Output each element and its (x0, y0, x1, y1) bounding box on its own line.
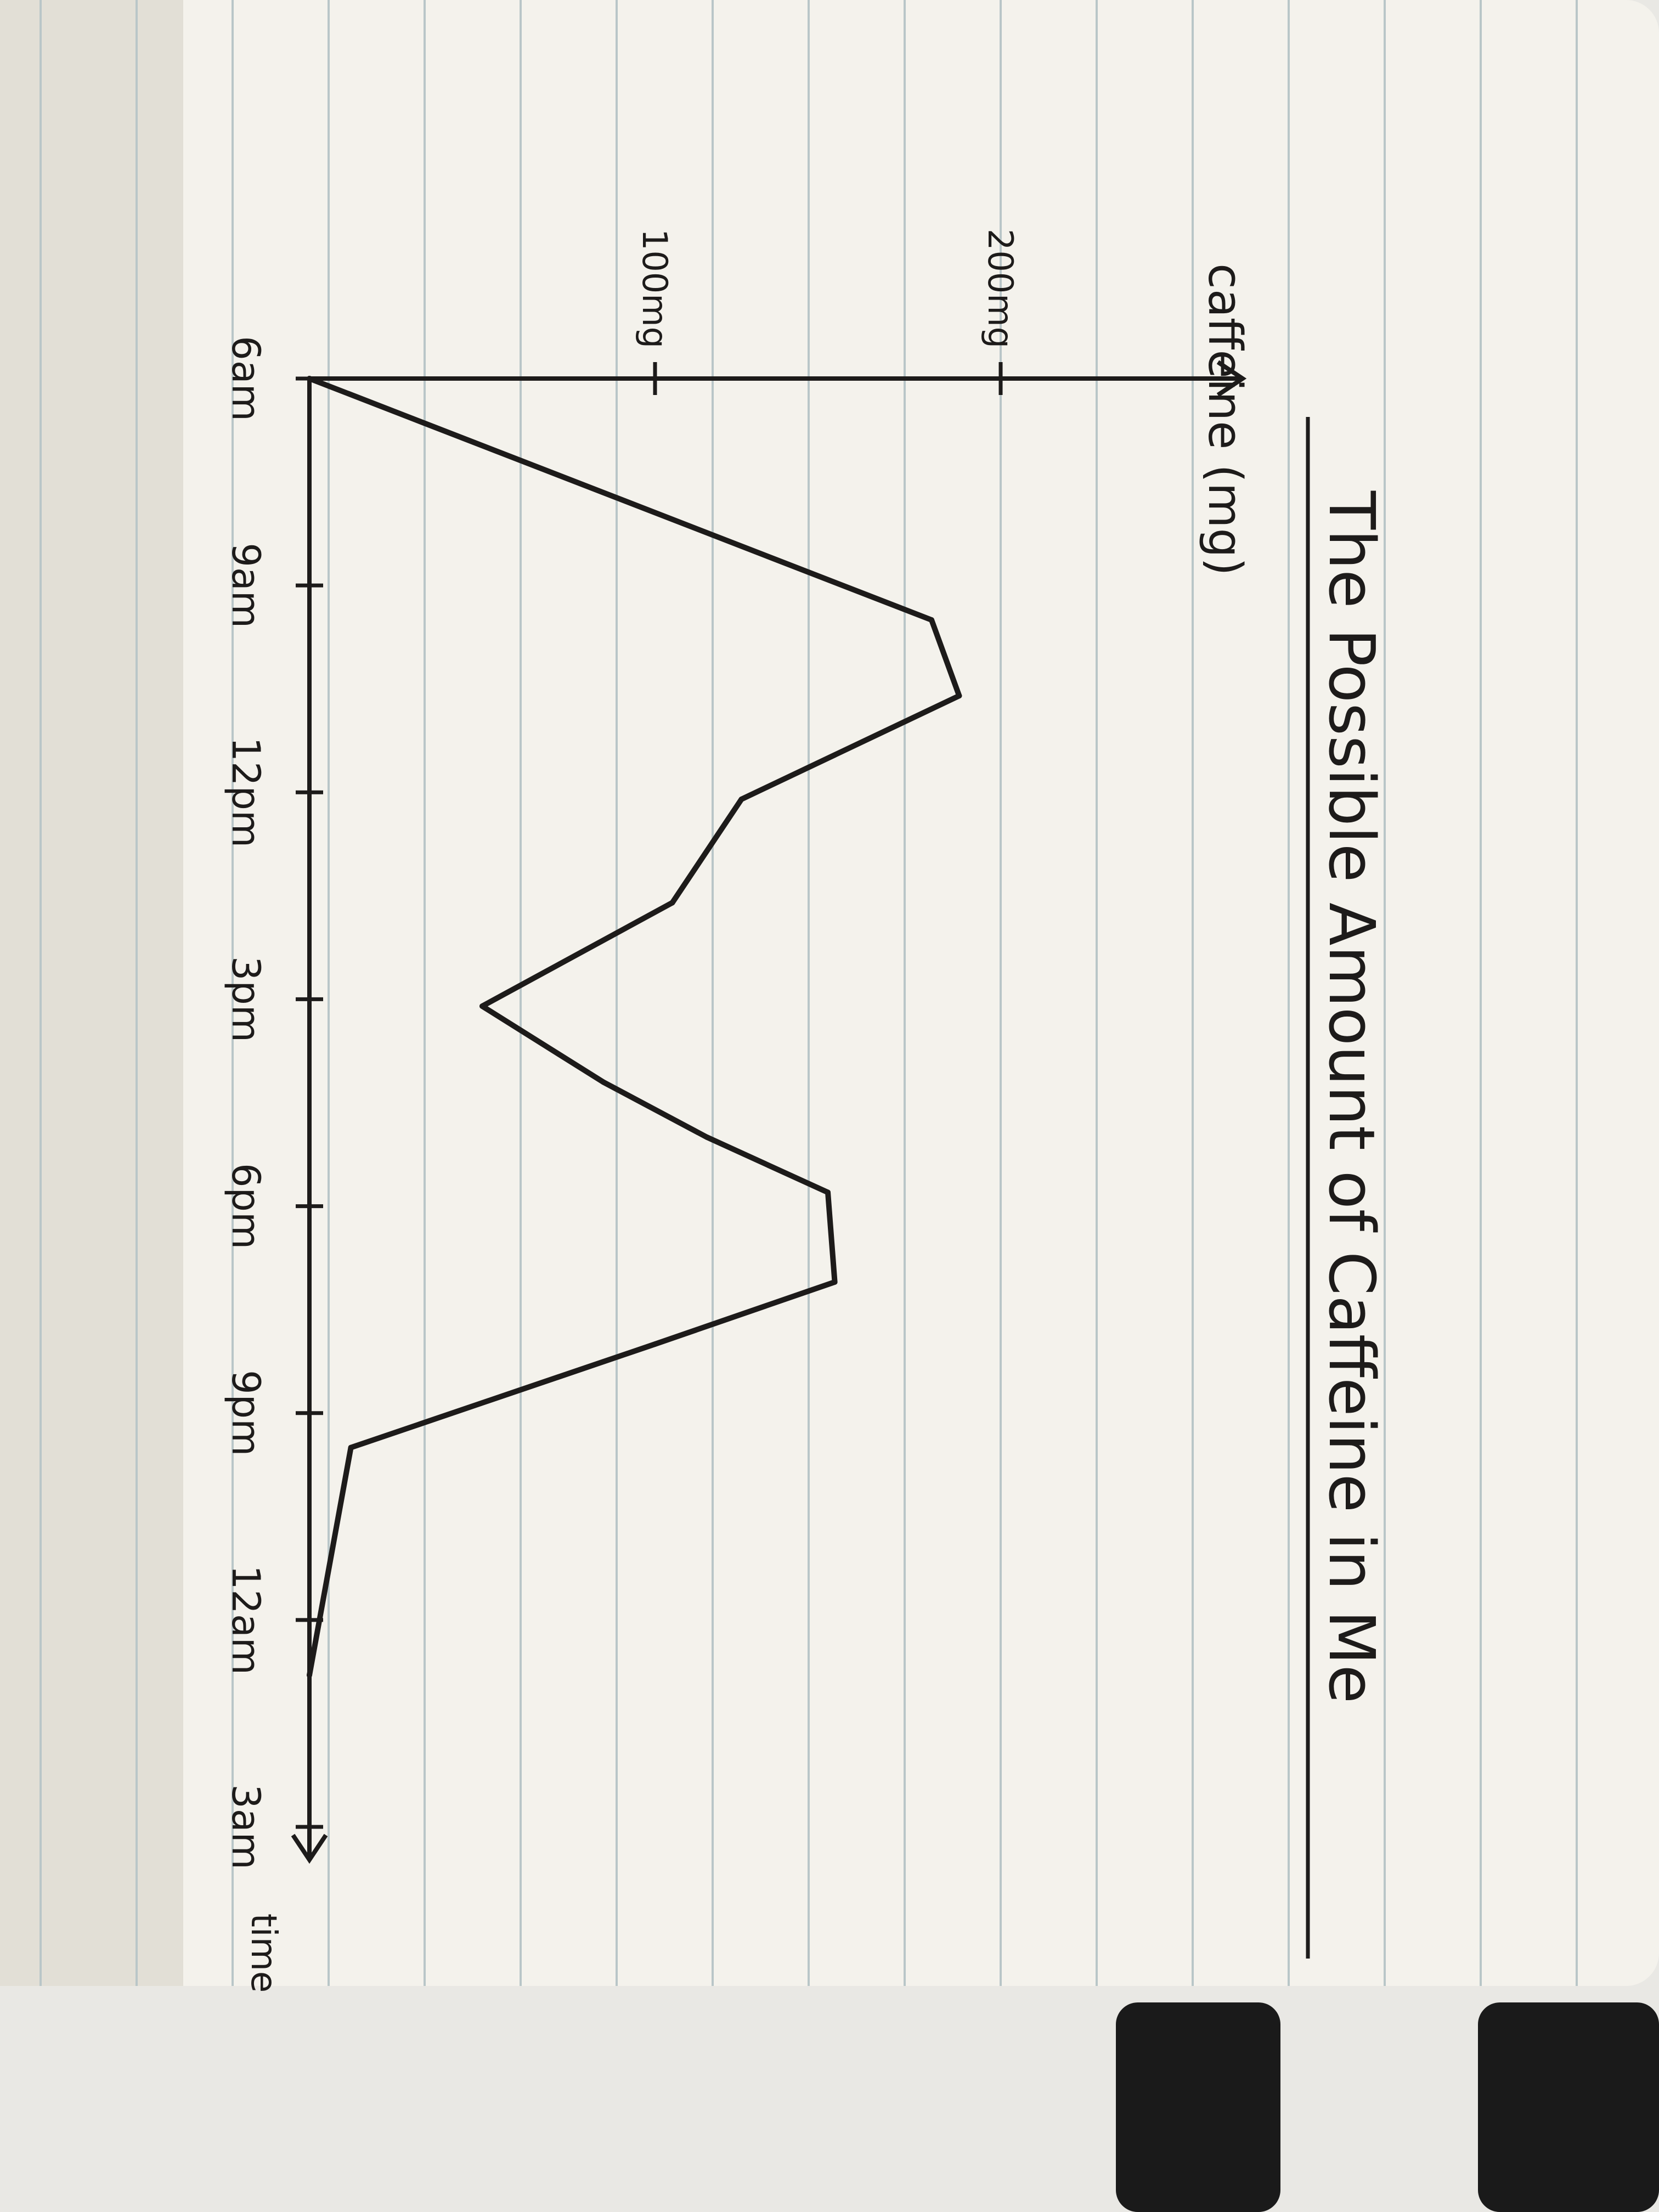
series-point (348, 1444, 354, 1451)
series-point (704, 1134, 710, 1140)
x-tick-label: 12am (223, 1565, 268, 1675)
elastic-strap-lower (1116, 2002, 1280, 2212)
x-tick-label: 9pm (223, 1370, 268, 1456)
series-point (956, 693, 962, 699)
x-tick-label: 3pm (223, 956, 268, 1042)
x-tick-label: 12pm (223, 737, 268, 848)
series-point (669, 900, 675, 906)
notebook-previous-page (0, 0, 183, 1986)
series-points (307, 376, 962, 1678)
chart-title: The Possible Amount of Caffeine in Me (1314, 490, 1388, 1703)
x-axis-arrowhead (291, 1833, 328, 1864)
x-tick-label: 3am (223, 1784, 268, 1870)
series-point (652, 1341, 658, 1347)
y-tick-label: 200mg (980, 229, 1020, 348)
series-point (600, 1079, 606, 1085)
series-point (832, 1279, 838, 1285)
series-point (479, 1003, 485, 1009)
y-tick-label: 100mg (635, 229, 675, 348)
x-tick-label: 9am (223, 543, 268, 628)
series-point (307, 376, 312, 381)
y-ticks: 100mg 200mg (635, 229, 1020, 395)
series-point (307, 1672, 312, 1678)
series-point (825, 1189, 831, 1195)
series-point (738, 796, 744, 802)
elastic-strap (1478, 2002, 1659, 2212)
x-axis-label: time (243, 1914, 284, 1993)
x-ticks: 6am 9am 12pm 3pm 6pm 9pm 12am 3am (223, 336, 323, 1870)
x-tick-label: 6am (223, 336, 268, 421)
y-axis-label: caffeine (mg) (1198, 263, 1252, 576)
notebook-page (0, 0, 1659, 1986)
series-point (929, 617, 934, 623)
ruled-lines (40, 0, 1578, 1986)
y-axis-arrowhead (1216, 360, 1247, 397)
x-tick-label: 6pm (223, 1163, 268, 1249)
